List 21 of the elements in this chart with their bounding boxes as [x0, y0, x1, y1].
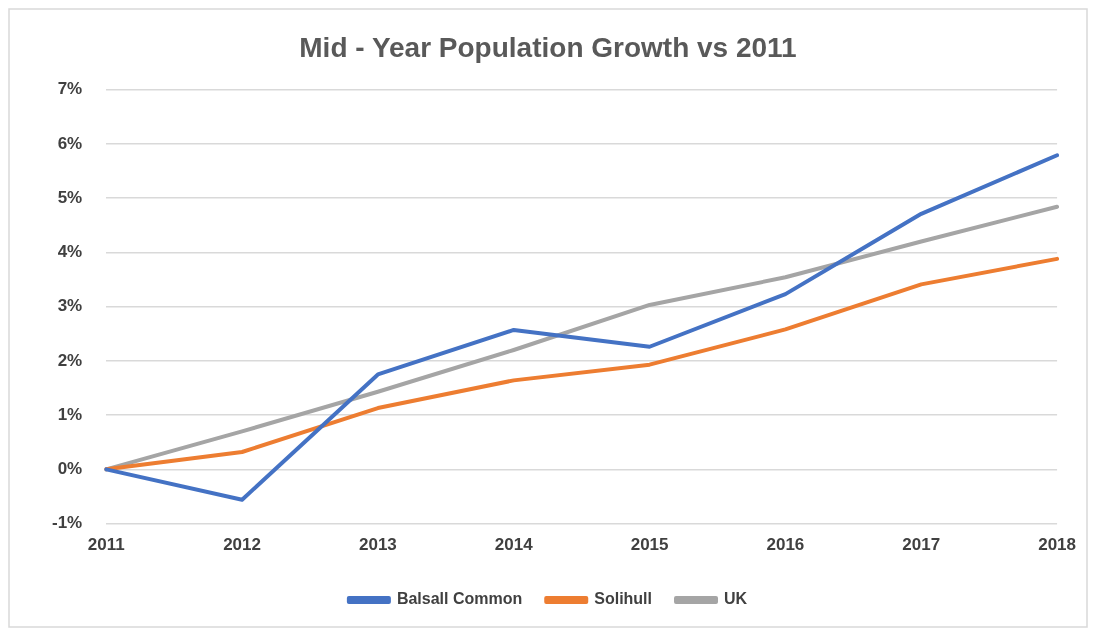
y-tick-label: 6% — [57, 133, 83, 153]
y-tick-label: 0% — [57, 459, 83, 479]
y-tick-label: 5% — [57, 187, 83, 207]
y-tick-label: 7% — [57, 79, 83, 99]
x-tick-label: 2014 — [494, 535, 534, 555]
y-tick-label: 4% — [57, 242, 83, 262]
y-tick-label: 3% — [57, 296, 83, 316]
x-tick-label: 2017 — [902, 535, 941, 555]
x-tick-label: 2013 — [358, 535, 397, 555]
x-tick-label: 2015 — [630, 535, 669, 555]
y-tick-label: 1% — [57, 404, 83, 424]
legend-label: UK — [724, 590, 748, 608]
y-tick-label: -1% — [52, 513, 83, 533]
legend-label: Balsall Common — [396, 590, 523, 608]
chart-title: Mid - Year Population Growth vs 2011 — [299, 31, 797, 63]
y-tick-label: 2% — [57, 350, 83, 370]
x-tick-label: 2012 — [223, 535, 261, 555]
legend-label: Solihull — [594, 590, 653, 608]
x-tick-label: 2018 — [1038, 535, 1076, 555]
x-tick-label: 2011 — [87, 535, 125, 555]
x-tick-label: 2016 — [766, 535, 805, 555]
